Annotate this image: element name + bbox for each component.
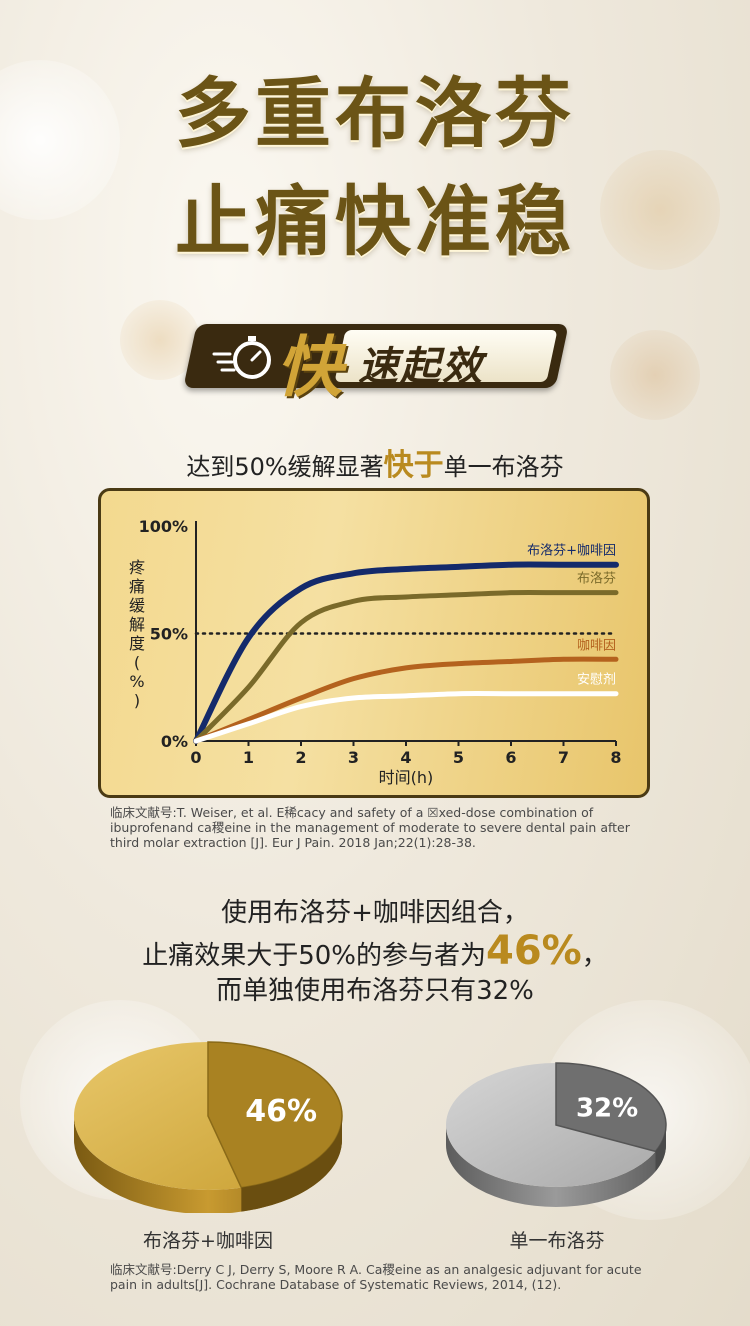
stat-line-3: 而单独使用布洛芬只有32% — [216, 976, 534, 1006]
x-tick-label: 2 — [295, 748, 306, 767]
pie-value-label: 46% — [245, 1094, 317, 1129]
stat-line-2: 止痛效果大于50%的参与者为46%， — [0, 928, 750, 974]
chart-subtitle: 达到50%缓解显著快于单一布洛芬 — [0, 440, 750, 484]
x-tick-label: 0 — [190, 748, 201, 767]
stat-line-1: 使用布洛芬+咖啡因组合， — [221, 898, 529, 928]
stopwatch-icon — [212, 336, 271, 379]
x-tick-label: 5 — [453, 748, 464, 767]
headline-line-2: 止痛快准稳 — [175, 177, 575, 266]
pie-slice-highlight-side — [241, 1116, 342, 1212]
pie-chart-single: 32% — [442, 1060, 672, 1210]
y-tick-label: 50% — [150, 625, 188, 644]
stat-line-2-suffix: ， — [581, 941, 608, 971]
series-line-3 — [193, 691, 619, 744]
fast-effect-badge: 快 速起效 — [183, 318, 569, 406]
pie-label-single: 单一布洛芬 — [509, 1230, 605, 1252]
x-tick-label: 1 — [243, 748, 254, 767]
reference-2: 临床文献号:Derry C J, Derry S, Moore R A. Ca稷… — [110, 1262, 642, 1292]
x-tick-label: 4 — [400, 748, 411, 767]
y-tick-label: 0% — [161, 732, 188, 751]
series-line-1 — [193, 589, 619, 744]
pie-svg-single: 32% — [446, 1062, 667, 1207]
x-tick-label: 7 — [558, 748, 569, 767]
series-line-0 — [193, 561, 619, 744]
line-chart-svg: 0% 50% 100% 0 1 2 3 4 5 6 7 8 时间(h) 疼痛缓解度(%) 布洛芬+咖啡因布洛… — [129, 517, 622, 787]
relief-line-chart: 0% 50% 100% 0 1 2 3 4 5 6 7 8 时间(h) 疼痛缓解度(%) 布洛芬+咖啡因布洛… — [98, 488, 650, 798]
pie-value-label: 32% — [576, 1094, 638, 1124]
reference-1: 临床文献号:T. Weiser, et al. E稀cacy and safet… — [110, 805, 630, 850]
stat-highlight: 46% — [486, 928, 582, 974]
series-label-1: 布洛芬 — [577, 572, 616, 587]
pie-slice-highlight-side — [655, 1125, 666, 1172]
series-line-2 — [193, 656, 619, 744]
subtitle-suffix: 单一布洛芬 — [443, 453, 564, 481]
pie-label-combo: 布洛芬+咖啡因 — [143, 1230, 273, 1252]
pie-slice-highlight — [207, 1041, 343, 1189]
badge-text: 速起效 — [358, 344, 484, 390]
headline-line-1: 多重布洛芬 — [175, 69, 575, 158]
badge-big-char: 快 — [276, 329, 342, 406]
y-tick-label: 100% — [139, 517, 188, 536]
series-label-3: 安慰剂 — [577, 673, 616, 688]
series-label-0: 布洛芬+咖啡因 — [527, 544, 616, 559]
x-tick-label: 8 — [610, 748, 621, 767]
pie-side — [446, 1125, 666, 1207]
x-tick-label: 6 — [505, 748, 516, 767]
subtitle-highlight: 快于 — [383, 448, 444, 483]
pie-chart-combo: 46% — [70, 1038, 346, 1214]
pie-svg-combo: 46% — [74, 1041, 343, 1214]
x-axis-label: 时间(h) — [379, 768, 434, 787]
y-axis-label: 疼痛缓解度(%) — [129, 558, 145, 710]
subtitle-prefix: 达到50%缓解显著 — [186, 453, 384, 481]
series-label-2: 咖啡因 — [577, 638, 616, 653]
x-tick-label: 3 — [348, 748, 359, 767]
stat-line-2-prefix: 止痛效果大于50%的参与者为 — [142, 941, 487, 971]
